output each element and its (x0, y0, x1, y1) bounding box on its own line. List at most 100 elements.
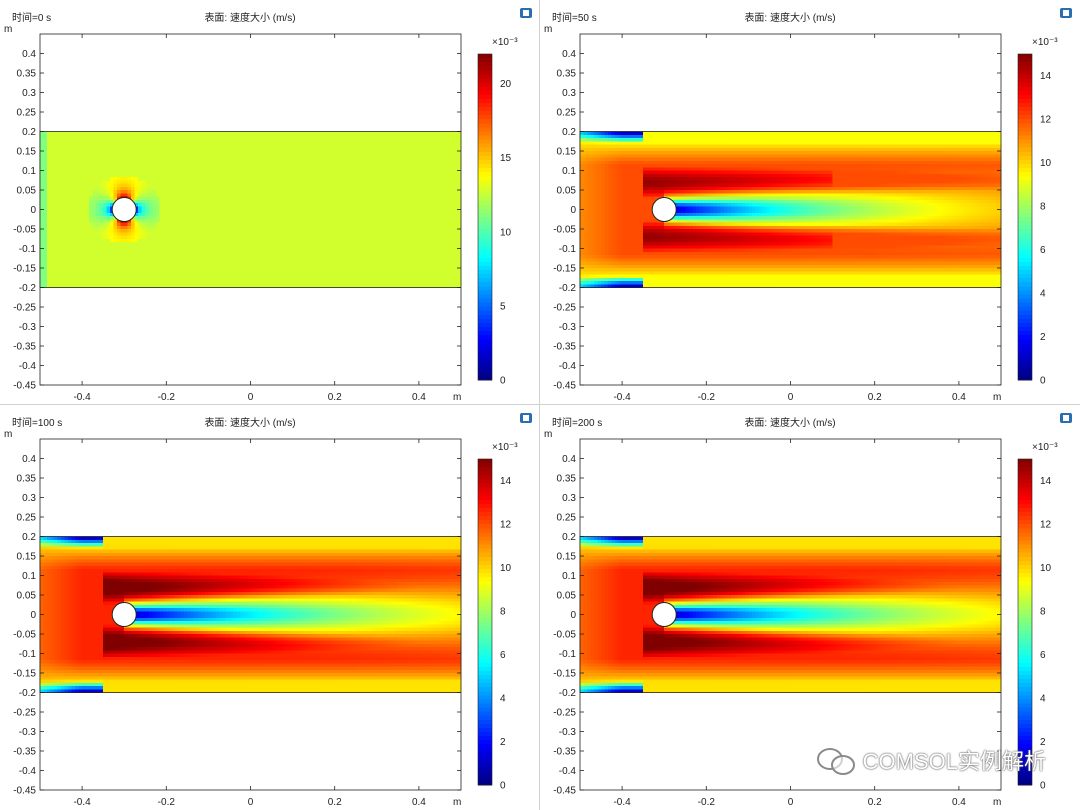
heatmap-cell (225, 203, 230, 207)
heatmap-cell (162, 258, 167, 262)
heatmap-cell (106, 268, 111, 272)
heatmap-cell (229, 190, 234, 194)
heatmap-cell (138, 170, 143, 175)
heatmap-cell (376, 284, 381, 288)
heatmap-cell (250, 144, 255, 149)
heatmap-cell (187, 196, 192, 201)
heatmap-cell (117, 277, 122, 282)
heatmap-cell (138, 235, 143, 240)
heatmap-cell (85, 131, 90, 136)
heatmap-cell (324, 255, 329, 259)
heatmap-cell (264, 264, 269, 269)
heatmap-cell (78, 251, 83, 256)
heatmap-cell (71, 258, 76, 262)
heatmap-cell (383, 164, 388, 168)
heatmap-cell (232, 183, 237, 188)
heatmap-cell (85, 164, 90, 168)
heatmap-cell (145, 216, 150, 220)
heatmap-cell (275, 180, 279, 184)
heatmap-cell (254, 147, 258, 152)
heatmap-cell (75, 212, 79, 217)
heatmap-cell (138, 138, 143, 142)
heatmap-cell (397, 209, 402, 214)
heatmap-cell (50, 177, 55, 181)
heatmap-cell (141, 284, 146, 288)
heatmap-cell (166, 193, 171, 197)
heatmap-cell (204, 248, 209, 253)
heatmap-cell (394, 147, 399, 152)
heatmap-cell (348, 144, 353, 149)
heatmap-cell (141, 190, 146, 194)
heatmap-cell (75, 186, 79, 191)
heatmap-cell (103, 206, 108, 210)
heatmap-cell (222, 190, 227, 194)
heatmap-cell (166, 248, 171, 253)
heatmap-cell (162, 164, 167, 168)
heatmap-cell (303, 180, 308, 184)
heatmap-cell (355, 274, 360, 279)
heatmap-cell (264, 225, 269, 230)
heatmap-cell (352, 196, 357, 201)
heatmap-cell (289, 206, 293, 210)
heatmap-cell (222, 248, 227, 253)
heatmap-cell (92, 271, 97, 275)
heatmap-cell (250, 170, 255, 175)
heatmap-cell (278, 160, 283, 165)
heatmap-cell (103, 157, 108, 162)
heatmap-cell (169, 264, 174, 269)
heatmap-cell (320, 173, 325, 178)
heatmap-cell (96, 255, 101, 259)
heatmap-cell (152, 134, 157, 139)
heatmap-cell (338, 232, 343, 236)
heatmap-cell (159, 216, 164, 220)
heatmap-cell (152, 144, 157, 149)
heatmap-cell (236, 209, 241, 214)
heatmap-cell (166, 167, 171, 171)
heatmap-cell (208, 180, 213, 184)
heatmap-cell (362, 248, 367, 253)
heatmap-cell (61, 183, 65, 188)
heatmap-cell (85, 284, 90, 288)
heatmap-cell (257, 138, 262, 142)
heatmap-cell (250, 177, 255, 181)
heatmap-cell (138, 167, 143, 171)
heatmap-cell (324, 216, 329, 220)
heatmap-cell (341, 199, 346, 204)
heatmap-cell (229, 245, 234, 249)
heatmap-cell (194, 238, 199, 243)
heatmap-cell (152, 141, 157, 145)
heatmap-cell (317, 157, 322, 162)
heatmap-cell (113, 232, 118, 236)
heatmap-cell (208, 147, 213, 152)
heatmap-cell (317, 209, 322, 214)
heatmap-cell (390, 281, 395, 285)
heatmap-cell (289, 271, 293, 275)
heatmap-cell (155, 281, 160, 285)
heatmap-cell (324, 225, 329, 230)
heatmap-cell (359, 248, 364, 253)
heatmap-cell (47, 225, 51, 230)
heatmap-cell (92, 138, 97, 142)
heatmap-cell (397, 190, 402, 194)
heatmap-cell (376, 222, 381, 227)
heatmap-cell (124, 177, 129, 181)
heatmap-cell (183, 154, 188, 158)
heatmap-cell (345, 261, 350, 266)
heatmap-cell (169, 144, 174, 149)
heatmap-cell (194, 284, 199, 288)
heatmap-cell (310, 144, 315, 149)
heatmap-cell (254, 134, 258, 139)
heatmap-cell (306, 147, 311, 152)
heatmap-cell (152, 196, 157, 201)
heatmap-cell (61, 144, 65, 149)
heatmap-cell (278, 206, 283, 210)
heatmap-cell (338, 281, 343, 285)
heatmap-cell (243, 251, 248, 256)
heatmap-cell (124, 238, 129, 243)
heatmap-cell (275, 245, 279, 249)
heatmap-cell (299, 186, 304, 191)
heatmap-cell (106, 206, 111, 210)
heatmap-cell (145, 144, 150, 149)
heatmap-cell (320, 245, 325, 249)
heatmap-cell (43, 229, 48, 233)
